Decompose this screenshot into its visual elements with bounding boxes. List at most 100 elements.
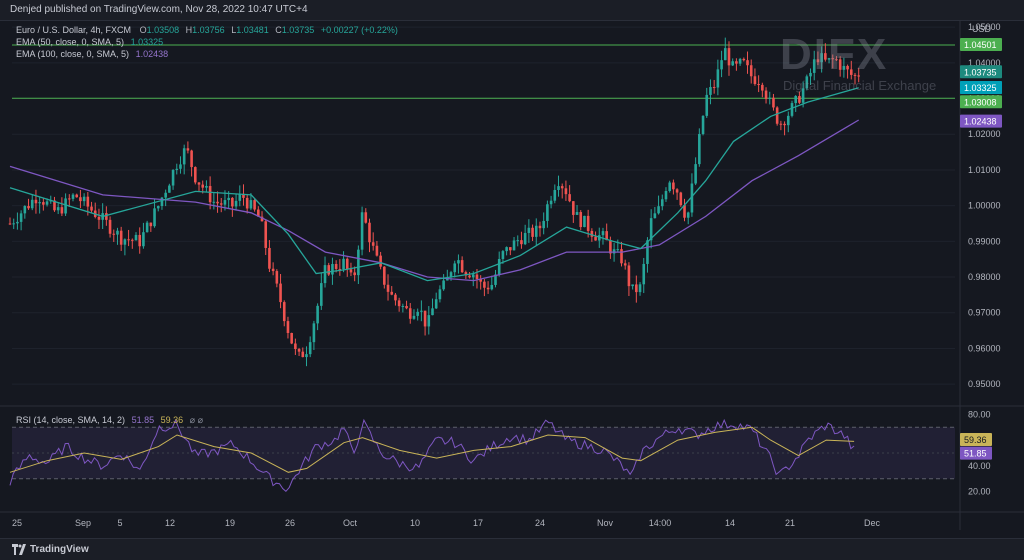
candle-down xyxy=(131,239,134,241)
time-tick-label: 24 xyxy=(535,518,545,528)
candle-down xyxy=(605,231,608,241)
candle-down xyxy=(34,199,38,204)
rsi-axis-label-0: 59.36 xyxy=(960,432,992,446)
candle-down xyxy=(408,308,412,319)
symbol-name: Euro / U.S. Dollar, 4h, FXCM xyxy=(16,25,132,35)
price-label-4: 1.03008 xyxy=(960,95,1002,109)
candle-up xyxy=(82,196,86,202)
candle-down xyxy=(831,58,835,60)
candle-up xyxy=(431,308,434,316)
candle-up xyxy=(709,87,712,95)
candle-down xyxy=(368,222,371,243)
candle-up xyxy=(716,69,720,88)
difx-logo: DIFX xyxy=(780,30,889,79)
candle-up xyxy=(601,231,605,236)
candle-up xyxy=(668,182,671,192)
candle-down xyxy=(423,310,427,327)
ema50-line xyxy=(9,87,859,282)
price-tick-label: 0.99000 xyxy=(968,236,1001,246)
price-label-3: 1.03325 xyxy=(960,80,1002,94)
candle-up xyxy=(790,103,794,116)
candle-down xyxy=(386,284,390,292)
candle-up xyxy=(19,213,23,222)
candle-up xyxy=(527,227,531,233)
candle-up xyxy=(416,311,419,316)
candle-down xyxy=(775,107,779,124)
candle-up xyxy=(12,223,16,225)
time-tick-label: 17 xyxy=(473,518,483,528)
candle-down xyxy=(675,189,679,193)
candle-up xyxy=(612,249,616,254)
candle-up xyxy=(575,212,579,215)
candle-down xyxy=(260,216,264,222)
candle-up xyxy=(357,249,360,276)
candle-down xyxy=(231,197,234,207)
candle-down xyxy=(186,148,190,151)
candle-up xyxy=(308,342,312,355)
candle-up xyxy=(698,134,701,165)
candle-up xyxy=(690,183,694,213)
candle-up xyxy=(583,215,586,228)
candle-down xyxy=(520,240,523,245)
rsi-value: 51.85 xyxy=(131,415,155,425)
candle-down xyxy=(627,265,631,287)
candle-up xyxy=(156,206,160,209)
candle-down xyxy=(375,245,379,256)
candle-down xyxy=(509,247,512,251)
candle-up xyxy=(786,115,790,126)
candle-down xyxy=(86,196,90,207)
rsi-axis-label-text: 51.85 xyxy=(964,449,987,459)
candle-up xyxy=(523,232,527,245)
candle-down xyxy=(838,59,842,70)
candle-down xyxy=(379,255,382,267)
candle-down xyxy=(846,65,849,70)
ema100-label: EMA (100, close, 0, SMA, 5) xyxy=(16,49,130,59)
candle-down xyxy=(268,247,271,269)
rsi-axis-label-1: 51.85 xyxy=(960,446,992,460)
rsi-tick-label: 80.00 xyxy=(968,409,991,419)
time-tick-label: Sep xyxy=(75,518,91,528)
candle-down xyxy=(757,84,760,86)
candle-down xyxy=(42,202,45,205)
rsi-axis-label-bg xyxy=(960,432,992,446)
ema100-value: 1.02438 xyxy=(135,49,169,59)
candle-down xyxy=(105,213,108,220)
candle-up xyxy=(360,212,364,250)
candle-up xyxy=(542,220,545,229)
candle-down xyxy=(635,284,638,293)
tradingview-brand[interactable]: TradingView xyxy=(30,544,89,555)
candle-down xyxy=(538,225,542,229)
time-tick-label: 5 xyxy=(117,518,122,528)
candle-down xyxy=(271,268,275,272)
candle-up xyxy=(238,193,242,201)
candle-up xyxy=(642,263,646,285)
candle-up xyxy=(442,280,445,290)
rsi-axis-label-text: 59.36 xyxy=(964,435,987,445)
tradingview-logo-icon[interactable] xyxy=(12,544,26,555)
candle-down xyxy=(290,332,293,344)
candle-down xyxy=(245,197,249,209)
time-tick-label: 10 xyxy=(410,518,420,528)
o-value: 1.03508 xyxy=(146,25,180,35)
candle-down xyxy=(623,263,627,266)
candle-up xyxy=(427,315,431,327)
price-tick-label: 0.96000 xyxy=(968,343,1001,353)
candle-down xyxy=(609,240,612,254)
chart-svg[interactable]: 1.050001.040001.030001.020001.010001.000… xyxy=(0,20,1024,538)
legend-symbol: Euro / U.S. Dollar, 4h, FXCM O1.03508 H1… xyxy=(16,25,398,35)
candle-down xyxy=(460,260,464,273)
candle-up xyxy=(449,272,453,278)
candle-up xyxy=(457,260,460,264)
candle-down xyxy=(297,349,301,352)
candle-up xyxy=(723,48,727,61)
candle-up xyxy=(805,76,809,89)
candle-down xyxy=(279,283,282,303)
price-tick-label: 1.05000 xyxy=(968,22,1001,32)
price-label-text: 1.02438 xyxy=(964,117,997,127)
candle-up xyxy=(123,239,127,245)
candle-down xyxy=(127,239,130,241)
candle-down xyxy=(334,263,338,269)
candle-down xyxy=(742,58,746,61)
candle-down xyxy=(286,321,290,333)
candle-up xyxy=(534,225,538,237)
